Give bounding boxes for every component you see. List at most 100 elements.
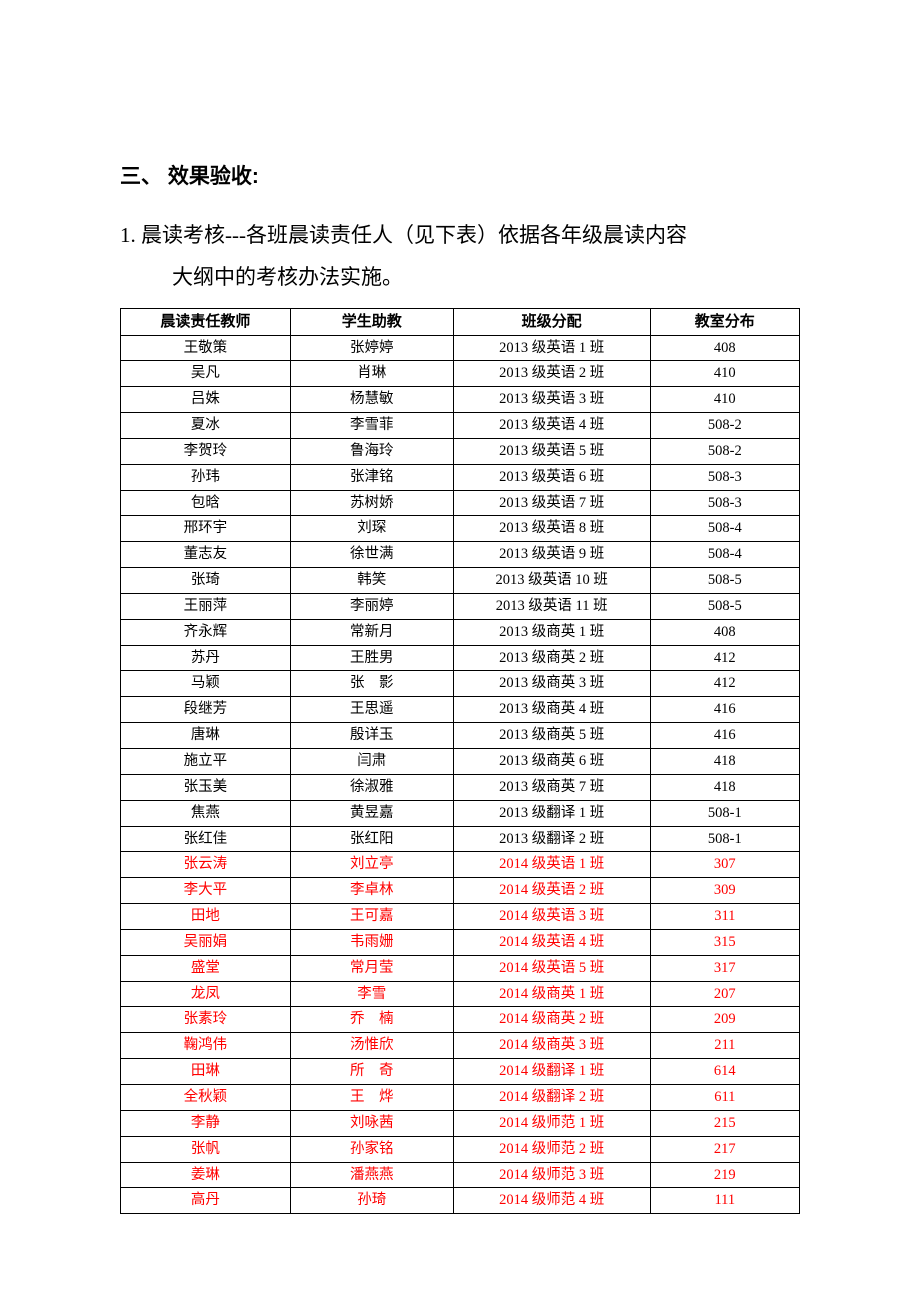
cell-teacher: 田地 (121, 904, 291, 930)
cell-assistant: 刘立亭 (290, 852, 453, 878)
cell-room: 508-4 (650, 542, 799, 568)
cell-teacher: 孙玮 (121, 464, 291, 490)
cell-room: 416 (650, 697, 799, 723)
cell-class: 2014 级翻译 2 班 (453, 1084, 650, 1110)
cell-assistant: 苏树娇 (290, 490, 453, 516)
cell-room: 307 (650, 852, 799, 878)
cell-class: 2013 级英语 1 班 (453, 335, 650, 361)
table-row: 全秋颖王 烨2014 级翻译 2 班611 (121, 1084, 800, 1110)
cell-room: 309 (650, 878, 799, 904)
table-row: 田地王可嘉2014 级英语 3 班311 (121, 904, 800, 930)
section-heading: 三、 效果验收: (120, 160, 800, 190)
cell-class: 2014 级商英 3 班 (453, 1033, 650, 1059)
table-row: 包晗苏树娇2013 级英语 7 班508-3 (121, 490, 800, 516)
table-row: 盛堂常月莹2014 级英语 5 班317 (121, 955, 800, 981)
table-row: 高丹孙琦2014 级师范 4 班111 (121, 1188, 800, 1214)
cell-teacher: 唐琳 (121, 723, 291, 749)
cell-teacher: 李大平 (121, 878, 291, 904)
cell-assistant: 黄昱嘉 (290, 800, 453, 826)
table-row: 吴丽娟韦雨姗2014 级英语 4 班315 (121, 929, 800, 955)
cell-teacher: 王丽萍 (121, 593, 291, 619)
table-row: 焦燕黄昱嘉2013 级翻译 1 班508-1 (121, 800, 800, 826)
cell-room: 611 (650, 1084, 799, 1110)
cell-room: 207 (650, 981, 799, 1007)
table-row: 田琳所 奇2014 级翻译 1 班614 (121, 1059, 800, 1085)
cell-room: 215 (650, 1110, 799, 1136)
table-row: 王敬策张婷婷2013 级英语 1 班408 (121, 335, 800, 361)
column-header-teacher: 晨读责任教师 (121, 309, 291, 336)
cell-room: 508-5 (650, 593, 799, 619)
cell-room: 311 (650, 904, 799, 930)
cell-assistant: 杨慧敏 (290, 387, 453, 413)
cell-teacher: 焦燕 (121, 800, 291, 826)
cell-teacher: 张云涛 (121, 852, 291, 878)
cell-class: 2013 级英语 2 班 (453, 361, 650, 387)
cell-class: 2013 级英语 7 班 (453, 490, 650, 516)
cell-room: 508-2 (650, 413, 799, 439)
cell-teacher: 鞠鸿伟 (121, 1033, 291, 1059)
table-row: 马颖张 影2013 级商英 3 班412 (121, 671, 800, 697)
cell-teacher: 齐永辉 (121, 619, 291, 645)
cell-assistant: 李雪 (290, 981, 453, 1007)
cell-class: 2013 级英语 8 班 (453, 516, 650, 542)
table-row: 段继芳王思遥2013 级商英 4 班416 (121, 697, 800, 723)
table-row: 董志友徐世满2013 级英语 9 班508-4 (121, 542, 800, 568)
cell-room: 317 (650, 955, 799, 981)
cell-class: 2014 级商英 2 班 (453, 1007, 650, 1033)
cell-room: 508-5 (650, 568, 799, 594)
cell-assistant: 王可嘉 (290, 904, 453, 930)
cell-teacher: 李贺玲 (121, 438, 291, 464)
cell-assistant: 刘咏茜 (290, 1110, 453, 1136)
cell-teacher: 马颖 (121, 671, 291, 697)
table-row: 唐琳殷详玉2013 级商英 5 班416 (121, 723, 800, 749)
cell-class: 2014 级翻译 1 班 (453, 1059, 650, 1085)
cell-class: 2013 级翻译 2 班 (453, 826, 650, 852)
cell-class: 2013 级商英 4 班 (453, 697, 650, 723)
cell-teacher: 吴丽娟 (121, 929, 291, 955)
cell-teacher: 高丹 (121, 1188, 291, 1214)
cell-room: 508-3 (650, 464, 799, 490)
cell-room: 219 (650, 1162, 799, 1188)
table-row: 鞠鸿伟汤惟欣2014 级商英 3 班211 (121, 1033, 800, 1059)
cell-class: 2014 级师范 1 班 (453, 1110, 650, 1136)
cell-teacher: 田琳 (121, 1059, 291, 1085)
cell-class: 2013 级商英 3 班 (453, 671, 650, 697)
table-row: 张素玲乔 楠2014 级商英 2 班209 (121, 1007, 800, 1033)
cell-class: 2014 级师范 3 班 (453, 1162, 650, 1188)
cell-teacher: 全秋颖 (121, 1084, 291, 1110)
table-row: 龙凤李雪2014 级商英 1 班207 (121, 981, 800, 1007)
cell-teacher: 盛堂 (121, 955, 291, 981)
cell-teacher: 吕姝 (121, 387, 291, 413)
table-header-row: 晨读责任教师 学生助教 班级分配 教室分布 (121, 309, 800, 336)
cell-teacher: 张帆 (121, 1136, 291, 1162)
cell-assistant: 常月莹 (290, 955, 453, 981)
cell-room: 410 (650, 361, 799, 387)
cell-class: 2014 级英语 3 班 (453, 904, 650, 930)
cell-teacher: 施立平 (121, 749, 291, 775)
cell-room: 508-3 (650, 490, 799, 516)
cell-room: 418 (650, 774, 799, 800)
cell-teacher: 董志友 (121, 542, 291, 568)
cell-teacher: 姜琳 (121, 1162, 291, 1188)
cell-teacher: 张玉美 (121, 774, 291, 800)
cell-teacher: 段继芳 (121, 697, 291, 723)
cell-room: 315 (650, 929, 799, 955)
paragraph-assessment: 1. 晨读考核---各班晨读责任人（见下表）依据各年级晨读内容 大纲中的考核办法… (120, 214, 800, 298)
table-row: 李贺玲鲁海玲2013 级英语 5 班508-2 (121, 438, 800, 464)
column-header-assistant: 学生助教 (290, 309, 453, 336)
cell-class: 2013 级商英 2 班 (453, 645, 650, 671)
table-row: 李大平李卓林2014 级英语 2 班309 (121, 878, 800, 904)
cell-teacher: 龙凤 (121, 981, 291, 1007)
cell-room: 412 (650, 645, 799, 671)
cell-class: 2013 级英语 11 班 (453, 593, 650, 619)
table-row: 吴凡肖琳2013 级英语 2 班410 (121, 361, 800, 387)
cell-assistant: 李丽婷 (290, 593, 453, 619)
cell-teacher: 包晗 (121, 490, 291, 516)
column-header-class: 班级分配 (453, 309, 650, 336)
table-row: 苏丹王胜男2013 级商英 2 班412 (121, 645, 800, 671)
cell-teacher: 张红佳 (121, 826, 291, 852)
cell-room: 211 (650, 1033, 799, 1059)
cell-teacher: 李静 (121, 1110, 291, 1136)
cell-room: 217 (650, 1136, 799, 1162)
cell-assistant: 鲁海玲 (290, 438, 453, 464)
